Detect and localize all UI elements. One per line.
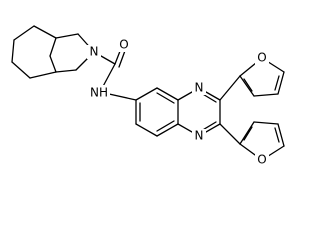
bond <box>274 127 280 143</box>
bond <box>55 69 77 73</box>
bond <box>55 33 79 39</box>
atom-labels: N O NH N N O O <box>87 38 269 167</box>
atom-label: N <box>90 45 99 59</box>
label-bg <box>192 81 206 95</box>
bond <box>49 55 57 73</box>
bond <box>13 25 35 41</box>
bond <box>219 123 241 145</box>
bond <box>219 75 241 101</box>
atom-label: NH <box>90 86 108 100</box>
bond <box>135 123 158 137</box>
atom-label: N <box>195 81 204 95</box>
bond <box>33 25 57 39</box>
bond <box>243 78 253 92</box>
bond <box>277 123 285 147</box>
bond <box>49 37 57 57</box>
atom-label: O <box>257 153 266 167</box>
label-bg <box>117 38 131 52</box>
label-bg <box>88 85 110 99</box>
bond <box>11 61 31 79</box>
bond <box>156 120 175 132</box>
bond <box>156 87 179 101</box>
atom-label: O <box>119 38 128 52</box>
bond <box>156 123 179 137</box>
label-bg <box>255 153 269 167</box>
atom-label: N <box>195 129 204 143</box>
bond <box>29 71 57 79</box>
bond <box>253 121 279 125</box>
bond <box>239 121 255 145</box>
label-bg <box>192 129 206 143</box>
label-bg <box>255 51 269 65</box>
bond <box>277 71 285 95</box>
bond <box>239 75 255 97</box>
atom-label: O <box>257 51 266 65</box>
bond <box>243 126 253 141</box>
bond <box>253 93 279 97</box>
bond <box>156 92 175 104</box>
bond <box>274 75 280 91</box>
bonds <box>11 25 285 161</box>
bond <box>135 87 158 101</box>
bond <box>11 39 15 63</box>
molecule-diagram: N O NH N N O O <box>11 25 285 167</box>
label-bg <box>87 45 101 59</box>
